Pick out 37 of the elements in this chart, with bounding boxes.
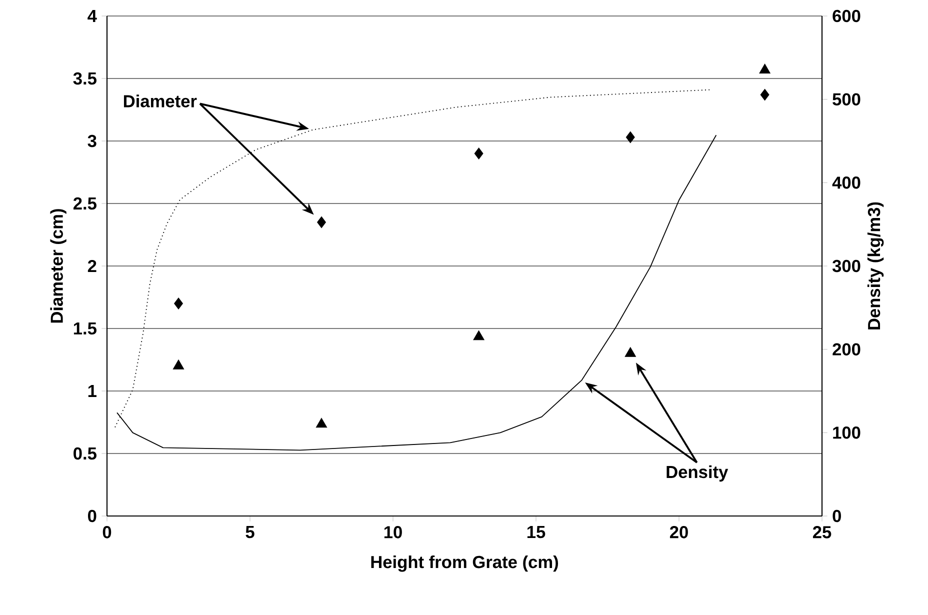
point xyxy=(474,148,484,160)
point xyxy=(174,298,183,310)
y-tick-label: 1 xyxy=(88,385,96,397)
y-tick-label: 4 xyxy=(88,10,97,22)
x-tick-label: 5 xyxy=(246,526,254,538)
point xyxy=(759,64,770,74)
point xyxy=(624,347,636,357)
y-axis-title: Diameter (cm) xyxy=(50,209,66,323)
x-tick-label: 25 xyxy=(812,526,832,538)
annotation: Diameter xyxy=(124,94,197,108)
y-tick-label: 1.5 xyxy=(74,322,96,335)
x-tick-label: 0 xyxy=(102,526,112,538)
x-tick-label: 20 xyxy=(670,526,688,538)
y2-tick-label: 400 xyxy=(832,176,860,189)
point xyxy=(172,360,184,370)
y-tick-label: 0.5 xyxy=(74,447,96,460)
x-tick-label: 15 xyxy=(527,526,546,538)
y-tick-label: 0 xyxy=(88,510,96,522)
x-tick-label: 10 xyxy=(384,526,402,538)
y-tick-label: 3.5 xyxy=(73,72,96,85)
y-tick-label: 3 xyxy=(88,134,96,148)
y2-tick-label: 0 xyxy=(832,510,841,522)
x-axis-title: Height from Grate (cm) xyxy=(371,555,558,572)
y-tick-label: 2.5 xyxy=(73,197,96,210)
y2-tick-label: 200 xyxy=(832,343,860,356)
point xyxy=(760,88,770,101)
y2-tick-label: 300 xyxy=(832,260,860,272)
y2-tick-label: 600 xyxy=(832,10,860,22)
y2-tick-label: 100 xyxy=(833,426,860,439)
point xyxy=(317,216,326,228)
point xyxy=(626,131,635,144)
point xyxy=(316,418,328,428)
y2-axis-title: Density (kg/m3) xyxy=(867,202,884,330)
point xyxy=(473,330,484,340)
annotation: Density xyxy=(666,465,728,482)
y-tick-label: 2 xyxy=(88,260,96,272)
y2-tick-label: 500 xyxy=(832,93,860,106)
